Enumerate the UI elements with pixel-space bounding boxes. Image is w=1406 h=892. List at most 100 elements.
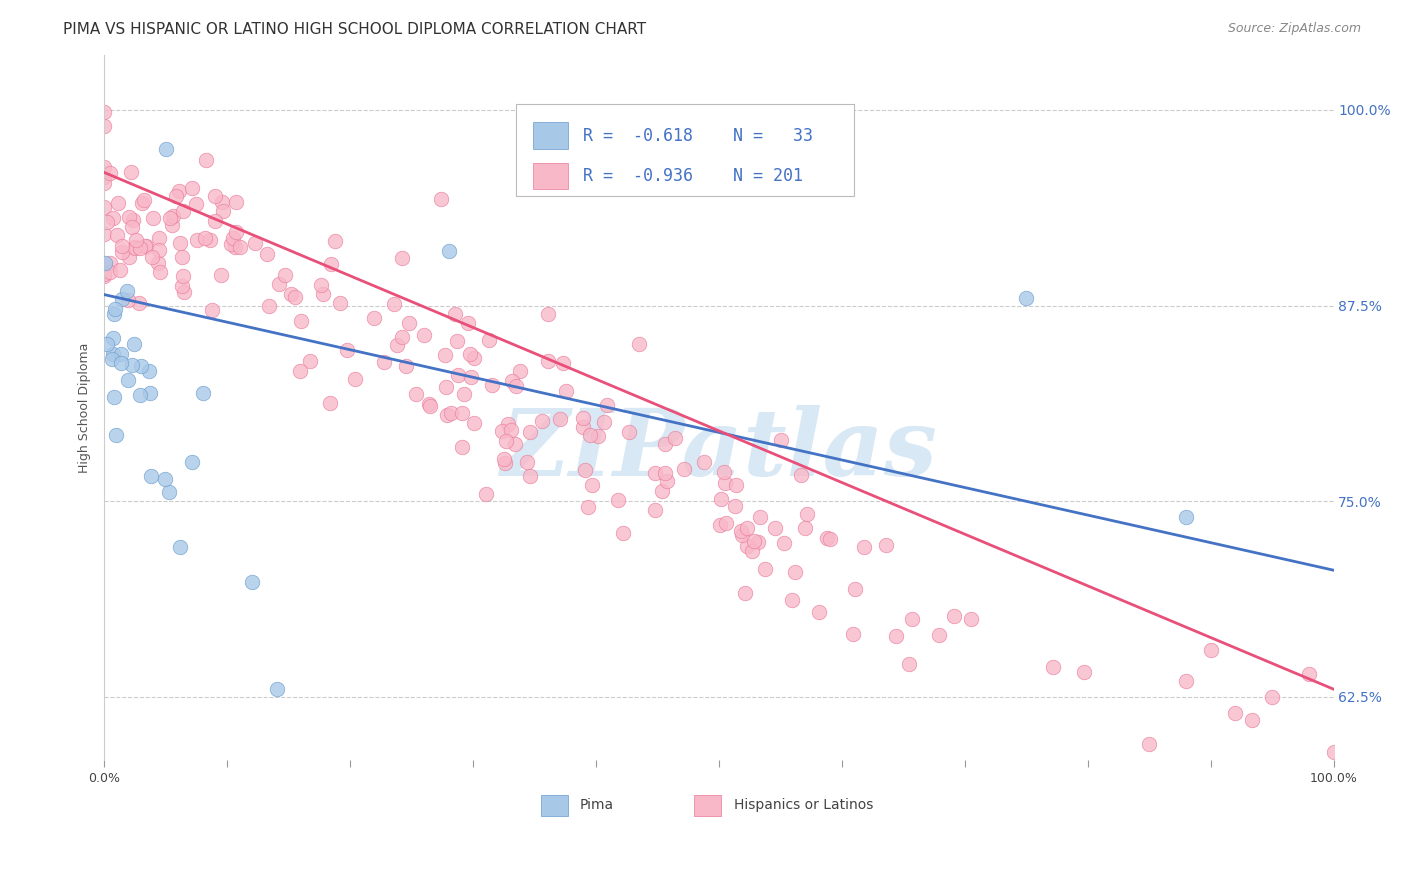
Point [742, 533, 765, 548]
Point [453, 386, 475, 401]
Point [323, 234, 346, 248]
Bar [533, 162, 568, 189]
Point [148, 256, 170, 270]
Point [134, 238, 156, 252]
Point [93, 200, 115, 214]
Point [501, 374, 523, 388]
Point [225, 194, 247, 209]
Point [96, 337, 118, 351]
Point [460, 370, 482, 384]
Point [204, 214, 226, 228]
Point [149, 264, 172, 278]
Point [111, 292, 134, 306]
Point [101, 352, 124, 367]
Point [1322, 745, 1344, 759]
Point [884, 629, 907, 643]
Point [121, 219, 143, 234]
Bar [695, 795, 721, 816]
Point [243, 235, 266, 250]
Point [1199, 643, 1222, 657]
Point [434, 380, 457, 394]
Point [193, 386, 215, 401]
Point [319, 396, 342, 410]
Point [195, 153, 218, 167]
Point [117, 372, 139, 386]
Point [595, 398, 617, 412]
Point [299, 353, 322, 368]
Point [754, 562, 776, 576]
Point [612, 526, 634, 541]
Point [138, 385, 160, 400]
Point [118, 210, 141, 224]
Point [135, 239, 157, 253]
Point [391, 329, 413, 343]
Point [898, 657, 921, 672]
Point [943, 609, 966, 624]
Point [115, 284, 138, 298]
Point [336, 343, 359, 357]
Point [606, 492, 628, 507]
FancyBboxPatch shape [516, 104, 855, 196]
Point [172, 278, 194, 293]
Point [224, 240, 246, 254]
Bar [533, 122, 568, 149]
Point [111, 239, 134, 253]
Point [796, 507, 818, 521]
Point [478, 333, 501, 347]
Point [1225, 706, 1247, 720]
Point [730, 524, 752, 538]
Point [537, 307, 560, 321]
Point [157, 485, 180, 500]
Point [128, 296, 150, 310]
Point [141, 251, 163, 265]
Point [737, 521, 759, 535]
Point [592, 415, 614, 429]
Point [256, 247, 278, 261]
Point [447, 368, 470, 382]
Point [110, 356, 132, 370]
Point [853, 540, 876, 554]
Point [655, 474, 678, 488]
Point [93, 227, 115, 241]
Point [204, 189, 226, 203]
Point [901, 612, 924, 626]
Point [644, 467, 666, 481]
Point [769, 433, 792, 447]
Point [98, 256, 121, 270]
Text: PIMA VS HISPANIC OR LATINO HIGH SCHOOL DIPLOMA CORRELATION CHART: PIMA VS HISPANIC OR LATINO HIGH SCHOOL D… [63, 22, 647, 37]
Point [134, 193, 156, 207]
Point [875, 538, 897, 552]
Point [373, 355, 395, 369]
Point [790, 468, 813, 483]
Point [129, 241, 152, 255]
Point [93, 161, 115, 175]
Point [290, 314, 312, 328]
Point [960, 612, 983, 626]
Point [138, 364, 160, 378]
Point [103, 211, 125, 225]
Point [509, 364, 531, 378]
Point [555, 384, 578, 398]
Point [617, 425, 640, 439]
Point [433, 348, 456, 362]
Point [576, 500, 599, 514]
Point [451, 406, 474, 420]
Point [419, 400, 441, 414]
Text: R =  -0.936    N = 201: R = -0.936 N = 201 [582, 167, 803, 185]
Point [212, 204, 235, 219]
Point [748, 510, 770, 524]
Point [169, 540, 191, 554]
Point [181, 455, 204, 469]
Point [785, 565, 807, 579]
Point [117, 293, 139, 307]
Point [1137, 737, 1160, 751]
Point [93, 170, 115, 185]
Point [842, 627, 865, 641]
Point [153, 472, 176, 486]
Point [734, 585, 756, 599]
Point [405, 387, 427, 401]
Point [194, 230, 217, 244]
Point [184, 197, 207, 211]
Point [1241, 714, 1264, 728]
Point [225, 225, 247, 239]
